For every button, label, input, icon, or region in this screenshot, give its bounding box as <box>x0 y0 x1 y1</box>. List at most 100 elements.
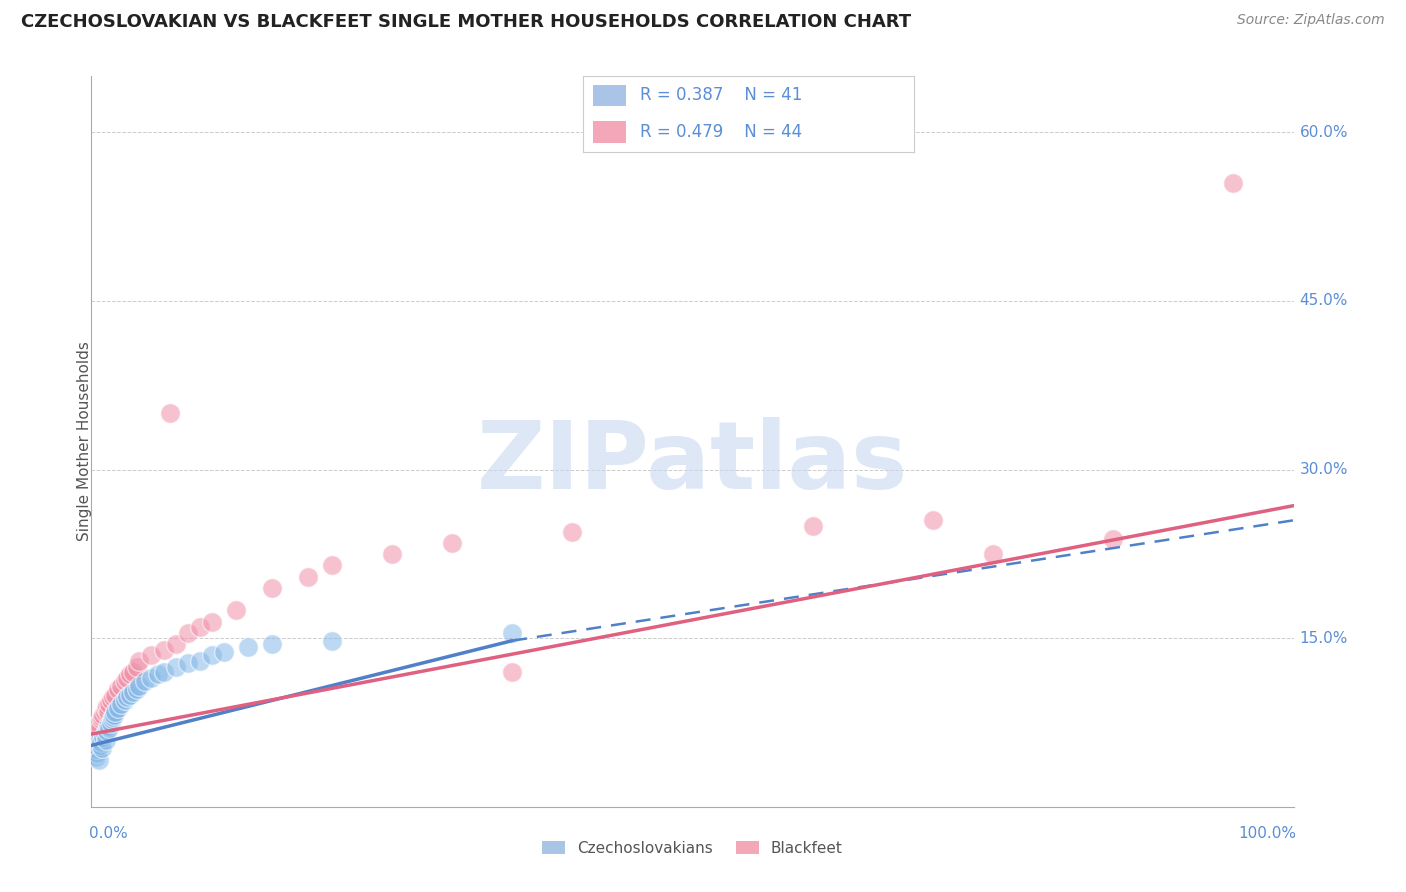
Text: R = 0.479    N = 44: R = 0.479 N = 44 <box>640 123 801 141</box>
Point <box>165 637 187 651</box>
Point <box>297 569 319 583</box>
Point <box>114 674 136 689</box>
Legend: Czechoslovakians, Blackfeet: Czechoslovakians, Blackfeet <box>536 835 849 862</box>
Point <box>561 524 583 539</box>
Point <box>118 667 141 681</box>
Point <box>101 710 124 724</box>
Text: Source: ZipAtlas.com: Source: ZipAtlas.com <box>1237 13 1385 28</box>
Text: 45.0%: 45.0% <box>1299 293 1348 309</box>
Text: CZECHOSLOVAKIAN VS BLACKFEET SINGLE MOTHER HOUSEHOLDS CORRELATION CHART: CZECHOSLOVAKIAN VS BLACKFEET SINGLE MOTH… <box>21 13 911 31</box>
Bar <box>593 121 627 143</box>
Point <box>110 679 132 693</box>
Point <box>188 620 211 634</box>
Point <box>87 715 110 730</box>
Point <box>501 665 523 680</box>
Point <box>91 740 114 755</box>
Point <box>97 719 120 733</box>
Point <box>118 688 141 702</box>
Point <box>101 690 124 704</box>
Point <box>225 603 247 617</box>
Text: 0.0%: 0.0% <box>89 826 128 840</box>
Point <box>128 654 150 668</box>
Point <box>801 519 824 533</box>
Bar <box>593 85 627 106</box>
Point <box>201 615 224 629</box>
Point <box>90 735 112 749</box>
Point <box>260 637 283 651</box>
Point <box>212 645 235 659</box>
Point <box>117 690 139 704</box>
Point <box>981 547 1004 561</box>
Point <box>152 642 174 657</box>
Point <box>104 688 127 702</box>
Point <box>188 654 211 668</box>
Point <box>96 723 118 738</box>
Point <box>101 713 124 727</box>
Point <box>141 671 163 685</box>
Point <box>93 727 115 741</box>
Point <box>97 705 120 719</box>
Point <box>125 659 148 673</box>
Point <box>165 659 187 673</box>
Point <box>98 697 121 711</box>
Text: 60.0%: 60.0% <box>1299 125 1348 139</box>
Point <box>86 746 108 760</box>
Point <box>381 547 404 561</box>
Point <box>134 674 156 689</box>
Point <box>107 682 129 697</box>
Point <box>89 722 111 736</box>
Text: 15.0%: 15.0% <box>1299 631 1348 646</box>
Point <box>94 701 117 715</box>
Point <box>236 640 259 655</box>
Text: ZIPatlas: ZIPatlas <box>477 417 908 509</box>
Point <box>98 722 121 736</box>
Point <box>107 701 129 715</box>
Point <box>152 665 174 680</box>
Point <box>117 671 139 685</box>
Point <box>159 406 181 420</box>
Point <box>104 705 127 719</box>
Point <box>100 715 122 730</box>
Point <box>90 713 112 727</box>
Point <box>110 697 132 711</box>
Point <box>176 625 198 640</box>
Point <box>501 625 523 640</box>
Point <box>122 685 145 699</box>
Point <box>440 536 463 550</box>
Point <box>128 679 150 693</box>
Text: 100.0%: 100.0% <box>1237 826 1296 840</box>
Point <box>89 739 111 753</box>
Point <box>176 657 198 671</box>
Point <box>96 698 118 713</box>
Point <box>86 741 108 756</box>
Point <box>91 710 114 724</box>
Point <box>122 665 145 680</box>
Point <box>93 708 115 723</box>
Point <box>321 633 343 648</box>
Point <box>89 732 111 747</box>
Point <box>922 513 945 527</box>
Point <box>84 719 107 733</box>
Point <box>321 558 343 573</box>
Point <box>1102 533 1125 547</box>
Point <box>94 732 117 747</box>
Point <box>86 727 108 741</box>
Point <box>93 731 115 745</box>
Point <box>84 744 107 758</box>
Point <box>114 693 136 707</box>
Point <box>100 693 122 707</box>
Point <box>84 749 107 764</box>
Point <box>93 705 115 719</box>
Point <box>260 581 283 595</box>
Point <box>141 648 163 663</box>
Text: R = 0.387    N = 41: R = 0.387 N = 41 <box>640 87 801 104</box>
Point <box>125 682 148 697</box>
Point <box>146 667 169 681</box>
Point <box>1222 176 1244 190</box>
Point <box>201 648 224 663</box>
Point <box>84 723 107 738</box>
Point <box>87 753 110 767</box>
Y-axis label: Single Mother Households: Single Mother Households <box>77 342 91 541</box>
Point <box>103 708 125 723</box>
Text: 30.0%: 30.0% <box>1299 462 1348 477</box>
